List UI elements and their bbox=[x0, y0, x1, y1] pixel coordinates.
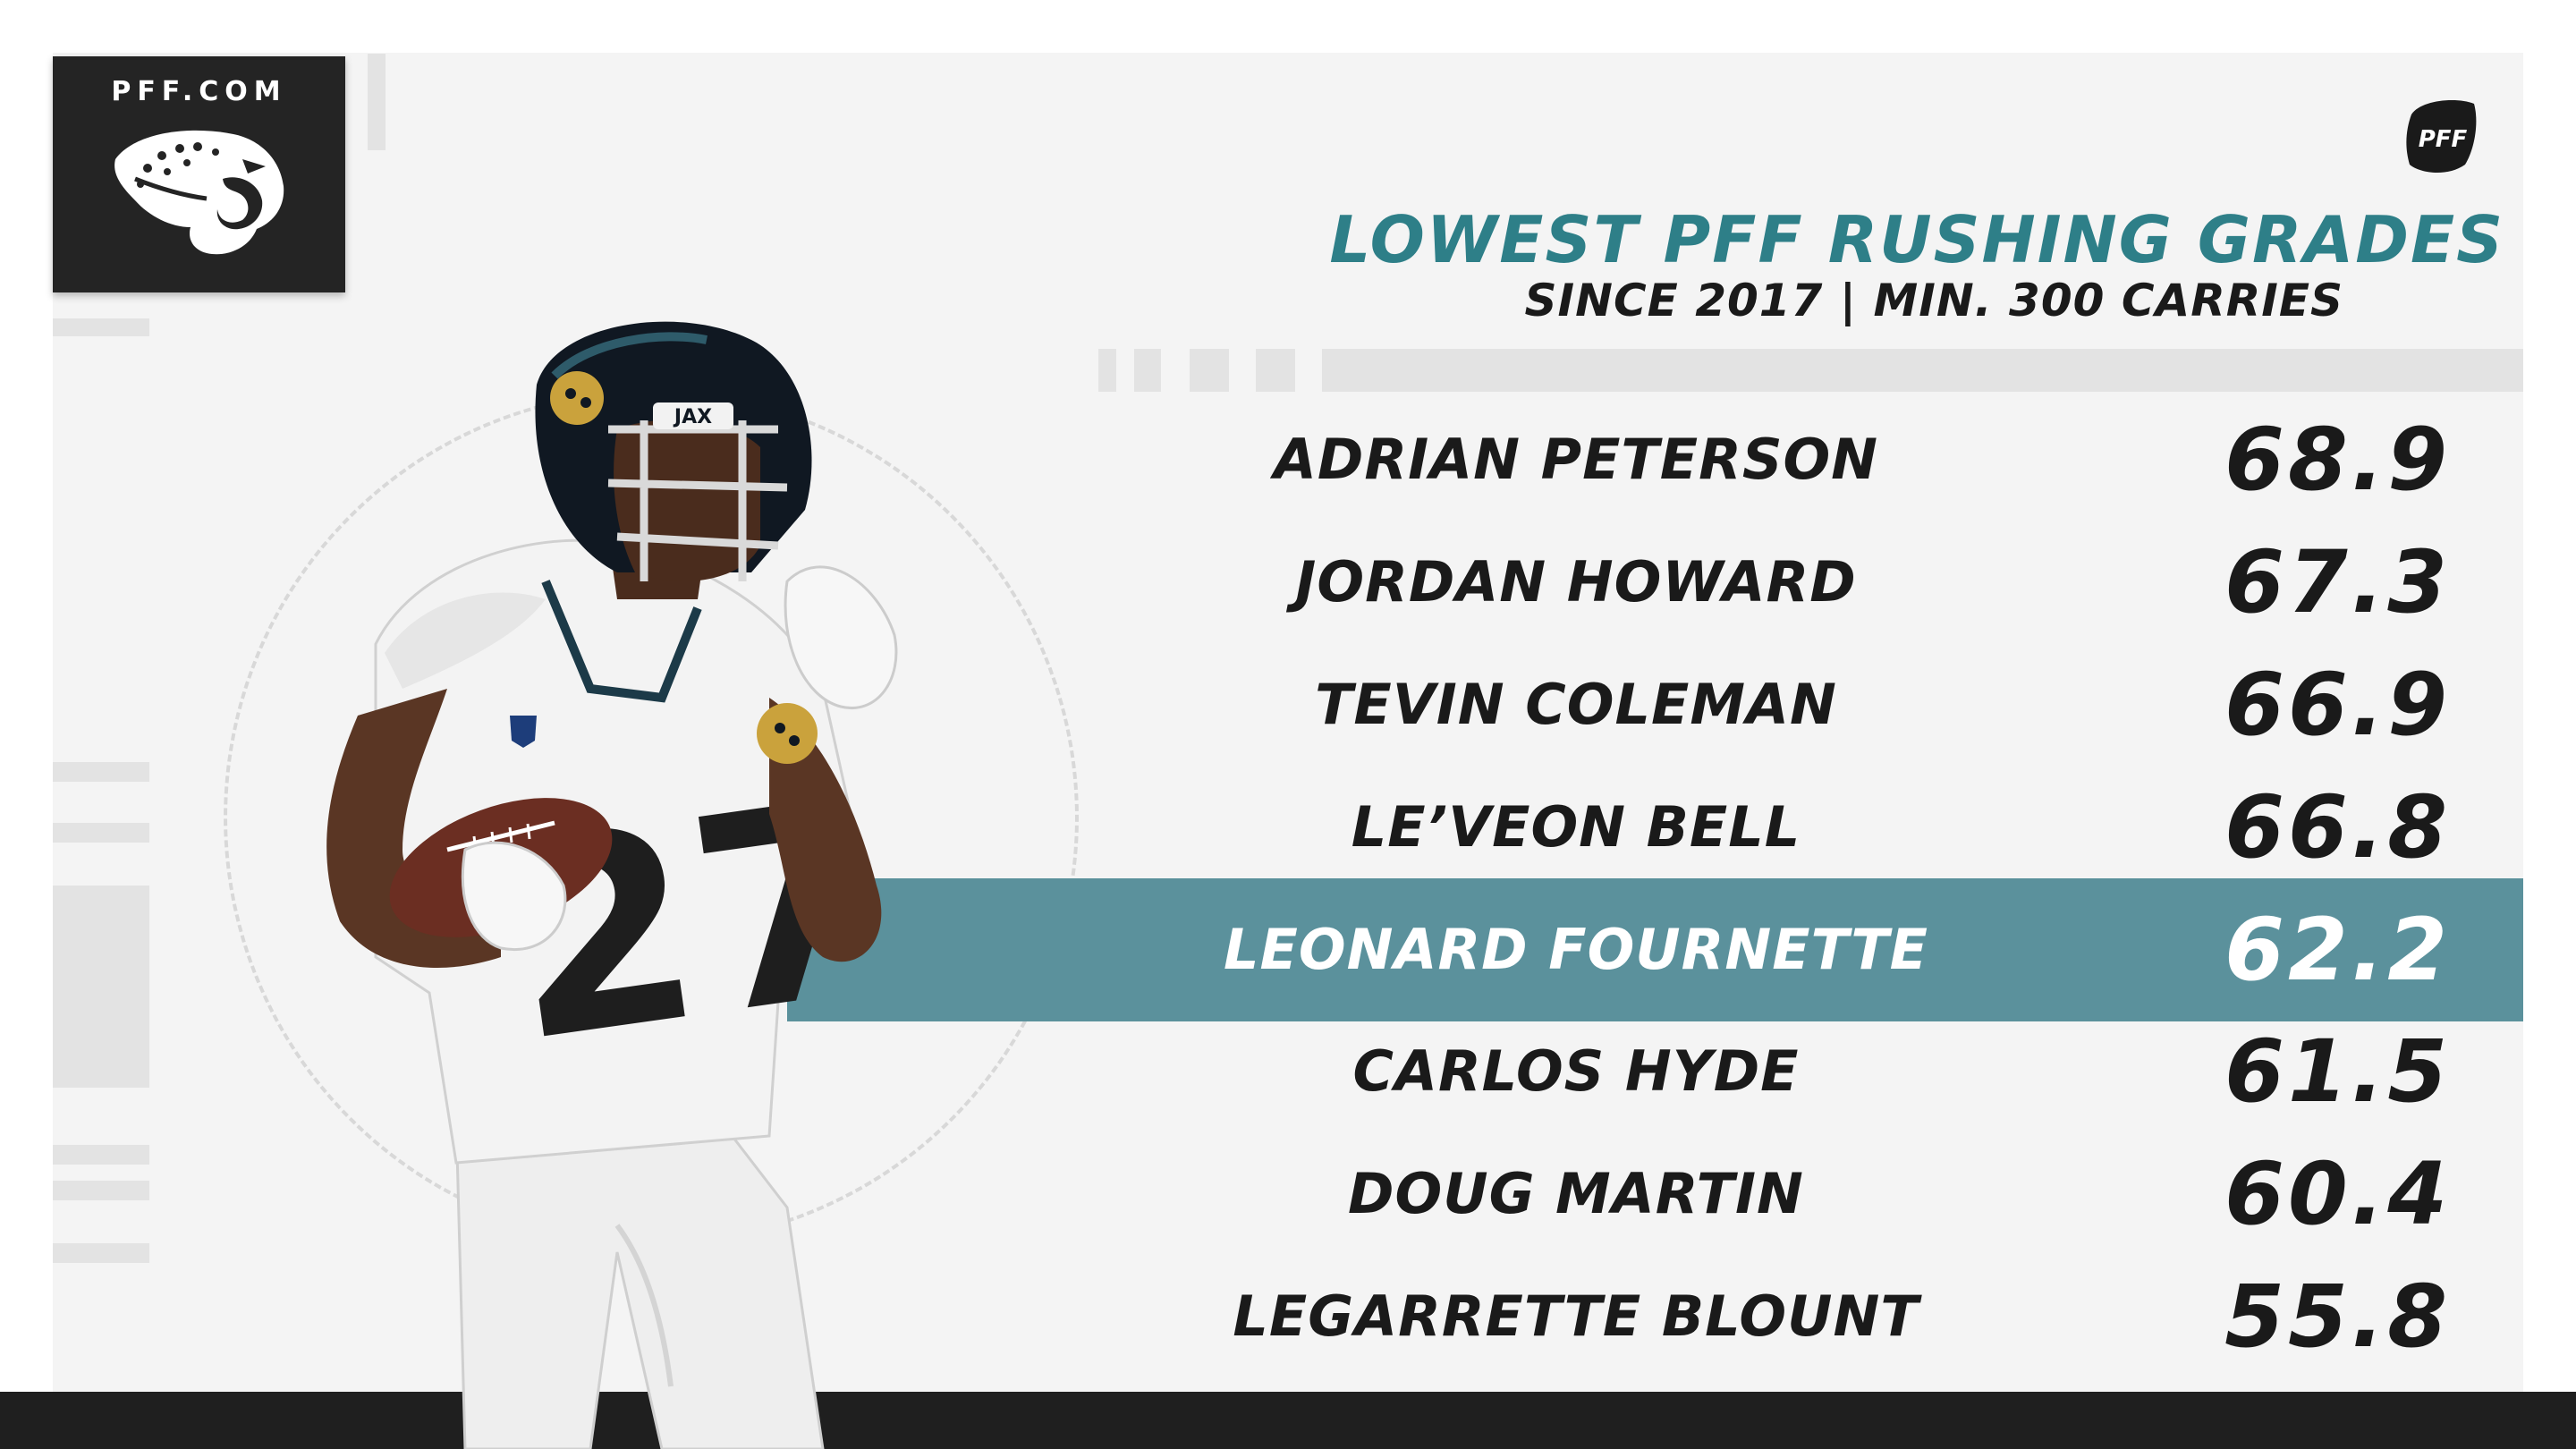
decor-bar bbox=[1098, 349, 1116, 392]
decor-bar bbox=[53, 762, 149, 782]
player-name: CARLOS HYDE bbox=[1352, 1038, 1800, 1104]
player-grade: 68.9 bbox=[2224, 410, 2451, 510]
player-grade: 67.3 bbox=[2224, 532, 2451, 632]
decor-bar bbox=[53, 318, 149, 336]
page-subtitle: SINCE 2017 | MIN. 300 CARRIES bbox=[1524, 275, 2343, 326]
player-grade: 60.4 bbox=[2224, 1144, 2451, 1244]
player-name: ADRIAN PETERSON bbox=[1273, 427, 1879, 492]
jaguar-head-icon bbox=[114, 130, 284, 255]
decor-bar bbox=[53, 886, 149, 1088]
table-row: TEVIN COLEMAN 66.9 bbox=[1073, 644, 2523, 766]
player-name: TEVIN COLEMAN bbox=[1315, 672, 1837, 737]
decor-bar bbox=[1190, 349, 1229, 392]
table-row: JORDAN HOWARD 67.3 bbox=[1073, 521, 2523, 643]
table-row: DOUG MARTIN 60.4 bbox=[1073, 1133, 2523, 1255]
player-grade: 61.5 bbox=[2224, 1021, 2451, 1122]
table-row: LE’VEON BELL 66.8 bbox=[1073, 767, 2523, 888]
table-row-highlighted: LEONARD FOURNETTE 62.2 bbox=[787, 878, 2523, 1021]
player-name: JORDAN HOWARD bbox=[1295, 549, 1857, 614]
player-grade: 55.8 bbox=[2224, 1267, 2451, 1367]
decor-bar bbox=[53, 823, 149, 843]
decor-bar bbox=[368, 54, 386, 150]
decor-bar bbox=[53, 1181, 149, 1200]
decor-bar bbox=[53, 1145, 149, 1165]
player-name: DOUG MARTIN bbox=[1348, 1161, 1804, 1226]
table-row: LEGARRETTE BLOUNT 55.8 bbox=[1073, 1256, 2523, 1377]
pff-badge-icon: PFF bbox=[2406, 100, 2477, 174]
player-grade: 62.2 bbox=[2224, 900, 2451, 1000]
table-row: ADRIAN PETERSON 68.9 bbox=[1073, 399, 2523, 521]
player-photo: 27 JAX bbox=[326, 321, 902, 1449]
team-logo-card: PFF.COM bbox=[53, 56, 345, 292]
helmet-label: JAX bbox=[673, 406, 712, 428]
decor-bar bbox=[1256, 349, 1295, 392]
decor-bar bbox=[1134, 349, 1161, 392]
player-grade: 66.9 bbox=[2224, 655, 2451, 755]
player-name: LE’VEON BELL bbox=[1351, 794, 1801, 860]
bottom-bar bbox=[0, 1392, 2576, 1449]
site-label: PFF.COM bbox=[111, 76, 287, 107]
page-title: LOWEST PFF RUSHING GRADES bbox=[1329, 202, 2504, 277]
player-name: LEGARRETTE BLOUNT bbox=[1233, 1284, 1919, 1349]
player-name: LEONARD FOURNETTE bbox=[1224, 917, 1928, 982]
player-grade: 66.8 bbox=[2224, 777, 2451, 877]
decor-bar bbox=[53, 1243, 149, 1263]
pff-badge-label: PFF bbox=[2419, 126, 2468, 153]
table-row: CARLOS HYDE 61.5 bbox=[1073, 1011, 2523, 1132]
decor-bar bbox=[1322, 349, 2523, 392]
